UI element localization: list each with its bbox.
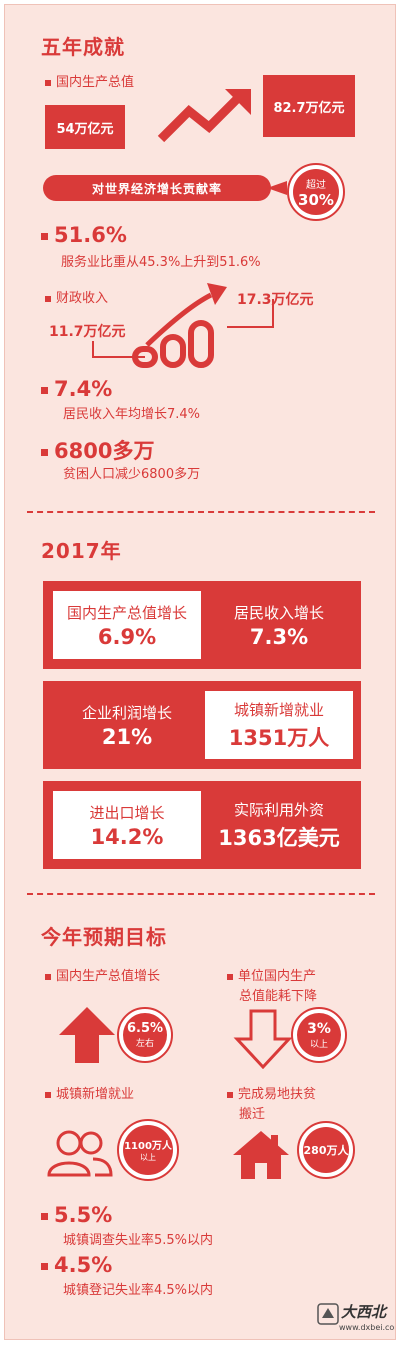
- fiscal-from: 11.7万亿元: [49, 324, 126, 340]
- target-relocation-label-2: 搬迁: [239, 1107, 266, 1122]
- target-relocation-value: 280万人: [303, 1144, 349, 1157]
- service-value: 51.6%: [41, 223, 127, 247]
- target-relocation-label: 完成易地扶贫: [227, 1083, 316, 1102]
- stats-row-2: 企业利润增长 21% 城镇新增就业 1351万人: [43, 681, 361, 769]
- stat-income-growth: 居民收入增长 7.3%: [205, 591, 353, 659]
- stat-gdp-growth: 国内生产总值增长 6.9%: [53, 591, 201, 659]
- target-gdp-value: 6.5%: [126, 1021, 164, 1036]
- stat-trade-growth: 进出口增长 14.2%: [53, 791, 201, 859]
- watermark-site: 大西北: [341, 1303, 387, 1321]
- target-jobs-label: 城镇新增就业: [45, 1083, 134, 1102]
- contribution-prefix: 超过: [306, 179, 326, 191]
- survey-unemployment-desc: 城镇调查失业率5.5%以内: [63, 1233, 214, 1248]
- contribution-value: 30%: [298, 190, 334, 209]
- income-desc: 居民收入年均增长7.4%: [63, 407, 201, 422]
- target-gdp-circle: 6.5% 左右: [117, 1007, 173, 1063]
- people-icon: [47, 1130, 113, 1177]
- target-energy-label-2: 总值能耗下降: [239, 989, 318, 1004]
- fiscal-growth-icon: [92, 283, 274, 368]
- income-value: 7.4%: [41, 377, 112, 401]
- divider: [27, 511, 375, 513]
- target-jobs-value: 1100万人: [124, 1141, 172, 1152]
- growth-arrow-icon: [157, 89, 251, 143]
- stat-new-jobs: 城镇新增就业 1351万人: [205, 691, 353, 759]
- target-relocation-circle: 280万人: [297, 1121, 355, 1179]
- watermark-url: www.dxbei.com: [339, 1323, 396, 1332]
- gdp-to-box: 82.7万亿元: [263, 75, 355, 137]
- stat-label: 居民收入增长: [233, 603, 324, 622]
- target-gdp-note: 左右: [135, 1039, 154, 1049]
- fiscal-to: 17.3万亿元: [237, 292, 314, 308]
- stat-label: 城镇新增就业: [233, 700, 324, 719]
- survey-unemployment-value: 5.5%: [41, 1203, 112, 1227]
- stat-value: 1363亿美元: [218, 825, 340, 850]
- down-arrow-icon: [233, 1009, 293, 1069]
- stats-row-1: 国内生产总值增长 6.9% 居民收入增长 7.3%: [43, 581, 361, 669]
- target-gdp-label: 国内生产总值增长: [45, 965, 160, 984]
- target-jobs-circle: 1100万人 以上: [117, 1119, 179, 1181]
- fiscal-label: 财政收入: [45, 287, 108, 306]
- registered-unemployment-desc: 城镇登记失业率4.5%以内: [63, 1283, 214, 1298]
- service-desc: 服务业比重从45.3%上升到51.6%: [61, 255, 261, 270]
- stat-label: 国内生产总值增长: [66, 603, 187, 622]
- poverty-desc: 贫困人口减少6800多万: [63, 467, 201, 482]
- house-icon: [233, 1131, 289, 1179]
- registered-unemployment-value: 4.5%: [41, 1253, 112, 1277]
- stat-foreign-investment: 实际利用外资 1363亿美元: [205, 791, 353, 859]
- infographic: 五年成就 国内生产总值 54万亿元 82.7万亿元 对世界经济增长贡献率 超过 …: [4, 4, 396, 1340]
- stat-label: 实际利用外资: [233, 800, 324, 819]
- pointer-icon: [267, 181, 287, 195]
- stat-value: 6.9%: [97, 624, 157, 649]
- contribution-circle: 超过 30%: [287, 163, 345, 221]
- target-energy-circle: 3% 以上: [291, 1007, 347, 1063]
- stat-value: 21%: [101, 724, 153, 749]
- section-title-targets: 今年预期目标: [41, 925, 167, 949]
- stat-value: 7.3%: [249, 624, 309, 649]
- up-arrow-icon: [59, 1007, 115, 1063]
- stat-profit-growth: 企业利润增长 21%: [53, 691, 201, 759]
- stat-value: 1351万人: [228, 725, 330, 750]
- stat-label: 企业利润增长: [81, 703, 172, 722]
- gdp-to-value: 82.7万亿元: [273, 100, 345, 116]
- target-jobs-note: 以上: [140, 1153, 156, 1162]
- gdp-from-value: 54万亿元: [56, 121, 114, 137]
- section-title-five-year: 五年成就: [41, 35, 125, 59]
- poverty-value: 6800多万: [41, 435, 154, 465]
- watermark-logo-icon: [317, 1303, 339, 1325]
- target-energy-value: 3%: [307, 1020, 331, 1037]
- divider: [27, 893, 375, 895]
- section-title-2017: 2017年: [41, 539, 122, 563]
- gdp-label: 国内生产总值: [45, 71, 134, 90]
- contribution-label: 对世界经济增长贡献率: [91, 181, 222, 196]
- contribution-label-pill: 对世界经济增长贡献率: [43, 175, 271, 201]
- gdp-from-box: 54万亿元: [45, 105, 125, 149]
- target-energy-label: 单位国内生产: [227, 965, 316, 984]
- target-energy-note: 以上: [309, 1039, 328, 1050]
- stat-label: 进出口增长: [89, 803, 165, 822]
- stats-row-3: 进出口增长 14.2% 实际利用外资 1363亿美元: [43, 781, 361, 869]
- stat-value: 14.2%: [90, 824, 164, 849]
